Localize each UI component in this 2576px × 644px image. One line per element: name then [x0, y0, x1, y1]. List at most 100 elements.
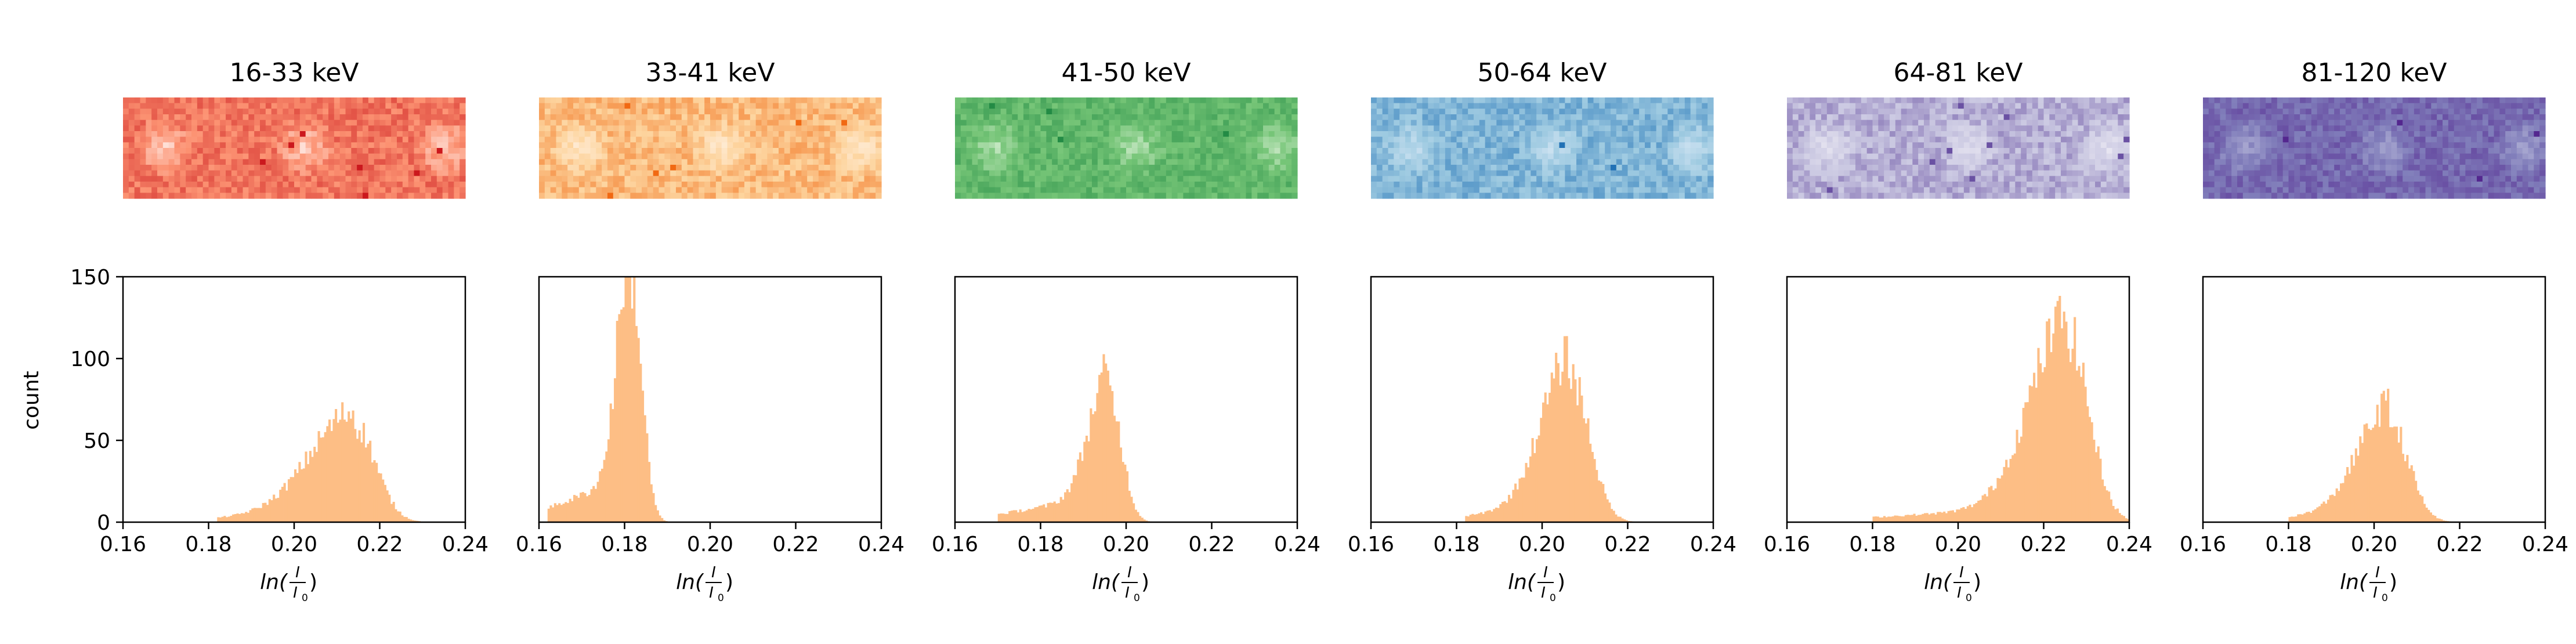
histogram-bar	[1482, 513, 1485, 522]
histogram-bar	[1544, 392, 1547, 522]
histogram-bar	[637, 338, 640, 522]
svg-text:ln(: ln(	[1508, 570, 1536, 594]
histogram-bar	[620, 309, 623, 522]
histogram-bar	[1130, 497, 1133, 522]
histogram-bar	[1533, 453, 1536, 522]
histogram-bar	[1034, 507, 1037, 522]
histogram-bar	[363, 422, 366, 522]
svg-text:I: I	[1541, 584, 1546, 602]
histogram-bar	[1945, 513, 1948, 522]
histogram-bar	[2069, 362, 2072, 522]
x-tick-label: 0.22	[2436, 533, 2483, 556]
x-axis-label: ln(II 0)	[260, 564, 317, 604]
histogram-bar	[245, 512, 248, 522]
histogram-bar	[2322, 501, 2325, 522]
histogram-bar	[1915, 515, 1918, 522]
histogram-bar	[1619, 516, 1622, 522]
histogram-bar	[1506, 502, 1508, 522]
histogram-bar	[2110, 499, 2112, 522]
histogram-bar	[2291, 516, 2293, 522]
histogram-bar	[328, 419, 331, 522]
histogram-bar	[2320, 504, 2323, 522]
histogram-bar	[631, 308, 634, 522]
histogram-bar	[1098, 375, 1101, 522]
svg-text:I: I	[1125, 584, 1130, 602]
histogram-bar	[599, 471, 602, 522]
histogram-bar	[371, 462, 374, 522]
x-axis-label: ln(II 0)	[1092, 564, 1149, 604]
histogram-bar	[345, 421, 348, 522]
histogram-bar	[1937, 512, 1940, 522]
histogram-bar	[2421, 496, 2424, 522]
histogram-bar	[296, 473, 299, 522]
histogram-bar	[609, 403, 612, 522]
svg-text:0: 0	[1134, 592, 1140, 604]
histogram-bar	[1979, 500, 1982, 522]
histogram-bar	[1124, 464, 1127, 522]
histogram-bar	[388, 494, 391, 522]
histogram-bar	[1079, 452, 1081, 522]
histogram-bar	[1580, 395, 1583, 522]
histogram-bar	[2292, 516, 2295, 522]
histogram-bar	[2082, 363, 2085, 522]
histogram-bar	[2299, 514, 2302, 522]
histogram-bar	[1113, 415, 1116, 522]
histogram-bar	[1072, 475, 1075, 522]
histogram-bar	[2395, 426, 2398, 522]
histogram-bar	[2101, 479, 2104, 522]
histogram-bar	[1597, 480, 1600, 522]
histogram-bar	[1043, 504, 1045, 522]
histogram-bar	[2078, 366, 2081, 522]
svg-text:I: I	[709, 584, 714, 602]
histogram-bar	[2031, 386, 2034, 522]
histogram-bar	[1537, 435, 1540, 522]
histogram-bar	[273, 494, 276, 522]
histogram-bar	[628, 277, 631, 522]
histogram-bar	[1909, 515, 1912, 522]
histogram-bar	[1000, 513, 1003, 522]
histogram-bar	[223, 516, 226, 522]
histogram-bar	[618, 314, 621, 522]
histogram-bar	[1621, 518, 1624, 522]
histogram-bar	[1032, 508, 1034, 522]
histogram-bar	[221, 516, 224, 522]
histogram-bar	[2331, 494, 2334, 522]
histogram-bar	[2342, 483, 2345, 522]
histogram-bar	[302, 468, 305, 522]
histogram-bar	[2325, 504, 2328, 522]
histogram-bar	[247, 512, 249, 522]
histogram-bar	[654, 505, 657, 522]
histogram-bar	[2350, 455, 2353, 522]
histogram-bar	[2397, 442, 2400, 522]
svg-text:): )	[1141, 570, 1149, 594]
histogram-bar	[251, 508, 254, 522]
histogram-bar	[2346, 467, 2349, 522]
histogram-bar	[236, 513, 239, 522]
histogram-bar	[652, 493, 655, 522]
histogram-bar	[661, 518, 664, 522]
histogram-bar	[1083, 442, 1086, 522]
histogram-bar	[1595, 470, 1598, 522]
histogram-bar	[403, 516, 406, 522]
x-tick-label: 0.18	[2265, 533, 2311, 556]
histogram-bar	[2440, 519, 2443, 522]
histogram-bar	[1947, 511, 1950, 522]
svg-text:): )	[1557, 570, 1565, 594]
histogram-bar	[1906, 515, 1909, 522]
x-axis-label: ln(II 0)	[1924, 564, 1981, 604]
histogram-bar	[2425, 507, 2428, 522]
image-tile	[955, 97, 1298, 199]
histogram-bar	[2095, 452, 2098, 522]
histogram-bar	[1525, 462, 1528, 522]
svg-text:ln(: ln(	[260, 570, 288, 594]
histogram-bar	[1602, 484, 1605, 522]
histogram-bar	[399, 511, 401, 522]
histogram-bar	[659, 515, 661, 522]
histogram-bar	[2382, 390, 2385, 522]
histogram-bar	[2412, 471, 2415, 522]
histogram-bar	[1604, 493, 1607, 522]
histogram-bar	[2432, 515, 2434, 522]
histogram-bar	[2058, 296, 2061, 522]
histogram-bar	[2438, 518, 2441, 522]
histogram-bar	[1518, 478, 1521, 522]
